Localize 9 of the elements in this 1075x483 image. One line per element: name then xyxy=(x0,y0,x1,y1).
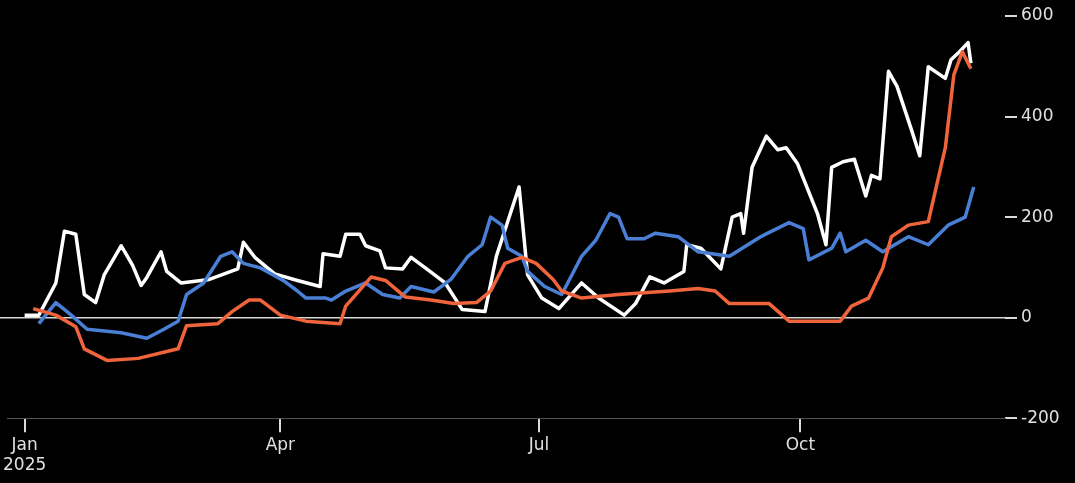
y-tick-label: 600 xyxy=(1021,4,1054,25)
x-tick-label: Jan 2025 xyxy=(3,433,47,475)
y-tick-label: 0 xyxy=(1021,306,1032,327)
y-tick-label: -200 xyxy=(1021,406,1060,427)
x-tick-label: Apr xyxy=(265,433,296,454)
x-tick-label: Oct xyxy=(785,433,816,454)
y-tick-label: 400 xyxy=(1021,104,1054,125)
x-tick-label: Jul xyxy=(527,433,550,454)
y-tick-label: 200 xyxy=(1021,205,1054,226)
